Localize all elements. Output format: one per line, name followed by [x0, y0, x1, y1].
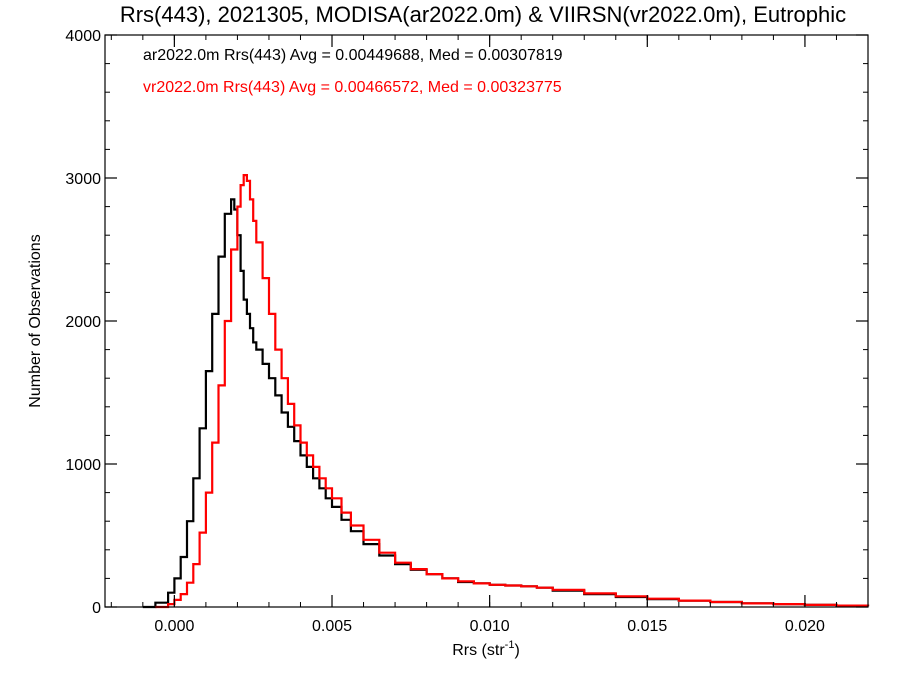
tick-layer: 0.000 0.005 0.010 0.015 0.020 0 1000 2000 3000 40…: [65, 28, 869, 635]
x-tick-label: 0.015: [627, 618, 667, 635]
x-axis-label: Rrs (str-1): [452, 639, 520, 659]
x-axis-label-text: Rrs (str: [452, 642, 505, 659]
x-tick-label: 0.020: [785, 618, 825, 635]
legend-entry-modis: ar2022.0m Rrs(443) Avg = 0.00449688, Med…: [143, 47, 563, 64]
chart-title: Rrs(443), 2021305, MODISA(ar2022.0m) & V…: [120, 2, 846, 27]
y-tick-label: 3000: [65, 171, 101, 188]
series-layer: [142, 174, 870, 609]
y-tick-label: 4000: [65, 28, 101, 45]
plot-frame: [104, 34, 869, 608]
plot-area: 0.000 0.005 0.010 0.015 0.020 0 1000 2000 3000 40…: [65, 28, 870, 635]
y-tick-label: 1000: [65, 457, 101, 474]
y-axis-label: Number of Observations: [27, 234, 44, 407]
legend-entry-viirs: vr2022.0m Rrs(443) Avg = 0.00466572, Med…: [143, 79, 562, 96]
y-tick-label: 2000: [65, 314, 101, 331]
series-line-viirs: [155, 174, 870, 609]
svg-text:Rrs (str-1): Rrs (str-1): [452, 639, 520, 659]
y-tick-label: 0: [92, 600, 101, 617]
legend: ar2022.0m Rrs(443) Avg = 0.00449688, Med…: [143, 47, 563, 96]
series-line-modis: [142, 198, 870, 609]
x-tick-label: 0.005: [312, 618, 352, 635]
x-axis-label-superscript: -1: [505, 639, 515, 651]
x-tick-label: 0.000: [154, 618, 194, 635]
x-axis-label-close: ): [514, 642, 519, 659]
x-tick-label: 0.010: [470, 618, 510, 635]
